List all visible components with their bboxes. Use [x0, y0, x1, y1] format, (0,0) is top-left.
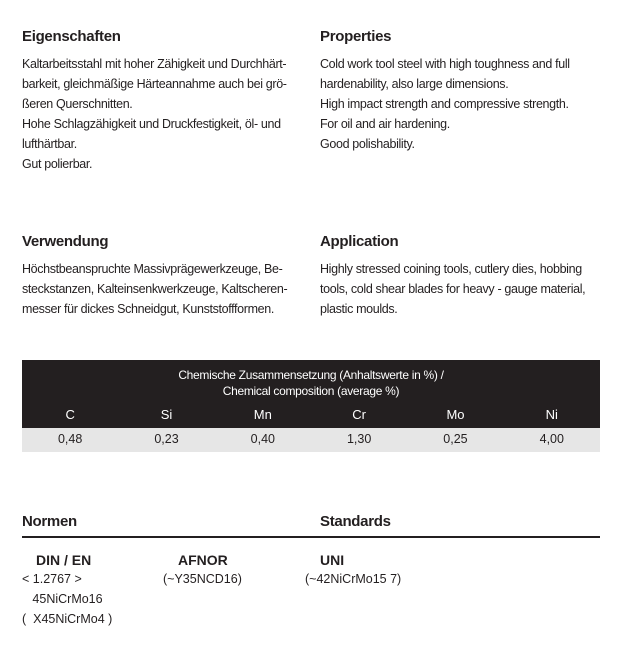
text-line: plastic moulds. [320, 302, 398, 316]
afnor-value: (~Y35NCD16) [163, 572, 242, 586]
title-en: Chemical composition (average %) [222, 384, 400, 398]
application-heading-de: Verwendung [22, 233, 109, 250]
text-line: messer für dickes Schneidgut, Kunststoff… [22, 302, 274, 316]
element-label: Ni [545, 407, 558, 422]
element-label: Cr [352, 407, 366, 422]
text-line: High impact strength and compressive str… [320, 97, 569, 111]
composition-table: Chemische Zusammensetzung (Anhaltswerte … [22, 360, 600, 452]
application-text-en: Highly stressed coining tools, cutlery d… [320, 259, 586, 319]
text-line: For oil and air hardening. [320, 117, 450, 131]
element-value: 0,25 [443, 432, 468, 446]
din-heading: DIN / EN [36, 552, 92, 568]
text-line: Good polishability. [320, 137, 415, 151]
element-label: Si [160, 407, 173, 422]
element-label: Mo [446, 407, 465, 422]
din-value: 45NiCrMo16 [22, 592, 103, 606]
application-text-de: Höchstbeanspruchte Massivprägewerkzeuge,… [22, 259, 288, 319]
din-value: < 1.2767 > [22, 572, 82, 586]
text-line: ßeren Querschnitten. [22, 97, 133, 111]
application-heading-en: Application [320, 233, 399, 250]
element-label: C [65, 407, 75, 422]
text-line: Gut polierbar. [22, 157, 93, 171]
properties-text-en: Cold work tool steel with high toughness… [320, 54, 570, 154]
element-value: 1,30 [346, 432, 372, 446]
divider [22, 536, 600, 538]
standards-heading-en: Standards [320, 513, 391, 530]
element-row: C Si Mn Cr Mo Ni [22, 407, 600, 422]
element-value: 4,00 [539, 432, 564, 446]
composition-header: Chemische Zusammensetzung (Anhaltswerte … [22, 360, 600, 428]
text-line: Höchstbeanspruchte Massivprägewerkzeuge,… [22, 262, 283, 276]
din-value: ( X45NiCrMo4 ) [22, 612, 113, 626]
composition-title: Chemische Zusammensetzung (Anhaltswerte … [22, 367, 600, 399]
properties-heading-de: Eigenschaften [22, 28, 121, 45]
text-line: Cold work tool steel with high toughness… [320, 57, 570, 71]
element-value: 0,48 [57, 432, 83, 446]
element-value: 0,23 [154, 432, 179, 446]
text-line: Kaltarbeitsstahl mit hoher Zähigkeit und… [22, 57, 287, 71]
title-de: Chemische Zusammensetzung (Anhaltswerte … [178, 368, 444, 382]
uni-heading: UNI [320, 552, 345, 568]
text-line: lufthärtbar. [22, 137, 77, 151]
text-line: tools, cold shear blades for heavy - gau… [320, 282, 586, 296]
element-label: Mn [253, 407, 272, 422]
standards-heading-de: Normen [22, 513, 77, 530]
uni-value: (~42NiCrMo15 7) [305, 572, 402, 586]
din-values: < 1.2767 > 45NiCrMo16 ( X45NiCrMo4 ) [22, 569, 112, 629]
properties-text-de: Kaltarbeitsstahl mit hoher Zähigkeit und… [22, 54, 287, 174]
text-line: barkeit, gleichmäßige Härteannahme auch … [22, 77, 287, 91]
text-line: Hohe Schlagzähigkeit und Druckfestigkeit… [22, 117, 281, 131]
value-row: 0,48 0,23 0,40 1,30 0,25 4,00 [22, 428, 600, 452]
afnor-heading: AFNOR [178, 552, 228, 568]
text-line: Highly stressed coining tools, cutlery d… [320, 262, 582, 276]
text-line: steckstanzen, Kalteinsenkwerkzeuge, Kalt… [22, 282, 288, 296]
properties-heading-en: Properties [320, 28, 392, 45]
text-line: hardenability, also large dimensions. [320, 77, 509, 91]
element-value: 0,40 [250, 432, 275, 446]
